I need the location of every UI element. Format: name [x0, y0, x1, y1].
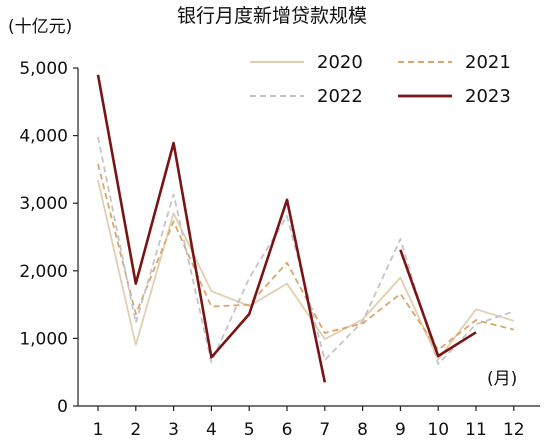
x-tick-label: 7 — [319, 420, 330, 440]
x-tick-label: 5 — [244, 420, 255, 440]
x-tick-label: 11 — [465, 420, 487, 440]
x-tick-label: 6 — [282, 420, 293, 440]
x-tick-label: 1 — [93, 420, 104, 440]
x-unit-label: (月) — [487, 369, 517, 389]
x-tick-label: 2 — [130, 420, 141, 440]
y-tick-label: 3,000 — [19, 194, 68, 214]
x-tick-label: 3 — [168, 420, 179, 440]
series-line-2020 — [97, 179, 515, 361]
y-tick-label: 1,000 — [19, 329, 68, 349]
y-tick-label: 0 — [57, 397, 68, 417]
legend-label-2020: 2020 — [317, 52, 363, 73]
x-tick-label: 12 — [503, 420, 525, 440]
y-tick-label: 4,000 — [19, 127, 68, 147]
legend: 2020 2021 2022 2023 — [250, 52, 511, 107]
y-unit-label: (十亿元) — [8, 17, 72, 37]
series-line-2021 — [97, 163, 515, 351]
series-line-2022 — [97, 136, 515, 365]
legend-label-2023: 2023 — [465, 86, 511, 107]
series-lines — [96, 74, 515, 383]
chart-title: 银行月度新增贷款规模 — [177, 5, 367, 27]
x-axis-ticks: 1 2 3 4 5 6 7 8 9 10 11 12 — [93, 406, 525, 440]
series-line-2023 — [96, 74, 477, 383]
x-tick-label: 9 — [395, 420, 406, 440]
x-tick-label: 8 — [357, 420, 368, 440]
x-tick-label: 4 — [206, 420, 217, 440]
x-tick-label: 10 — [427, 420, 449, 440]
y-axis-ticks: 0 1,000 2,000 3,000 4,000 5,000 — [19, 59, 78, 417]
legend-label-2021: 2021 — [465, 52, 511, 73]
legend-label-2022: 2022 — [317, 86, 363, 107]
y-tick-label: 5,000 — [19, 59, 68, 79]
y-tick-label: 2,000 — [19, 262, 68, 282]
